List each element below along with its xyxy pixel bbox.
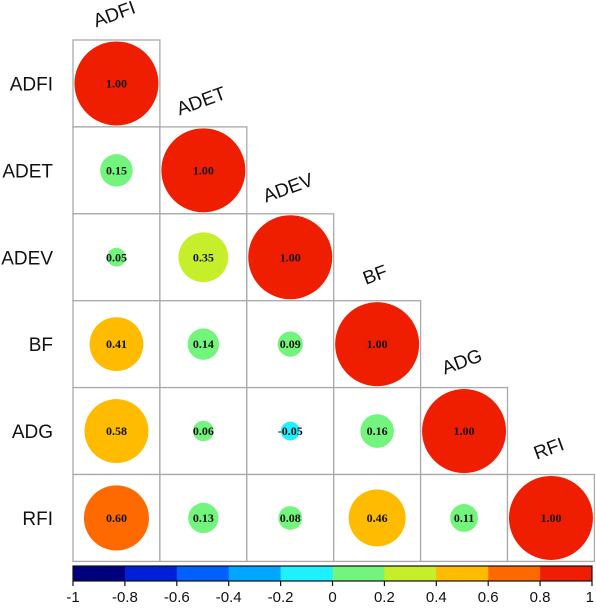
circle-RFI-ADG bbox=[450, 504, 478, 532]
colorbar-tick-label: -0.6 bbox=[164, 589, 190, 606]
colorbar-segment bbox=[228, 566, 282, 581]
row-label-ADFI: ADFI bbox=[10, 74, 53, 95]
column-label-RFI: RFI bbox=[531, 434, 567, 464]
colorbar-segment bbox=[540, 566, 593, 581]
column-label-ADG: ADG bbox=[439, 346, 485, 380]
correlation-cells bbox=[72, 39, 596, 563]
value-label-ADFI-ADFI: 1.00 bbox=[106, 76, 127, 90]
circle-ADG-ADET bbox=[193, 420, 214, 442]
circle-BF-BF bbox=[335, 302, 420, 387]
circle-BF-ADEV bbox=[277, 331, 303, 357]
value-label-ADG-ADEV: -0.05 bbox=[278, 424, 303, 438]
row-label-ADEV: ADEV bbox=[1, 248, 53, 269]
circle-ADG-ADG bbox=[422, 389, 507, 474]
row-label-RFI: RFI bbox=[22, 509, 53, 530]
colorbar-segment bbox=[176, 566, 230, 581]
value-label-ADEV-ADEV: 1.00 bbox=[280, 250, 301, 264]
column-label-BF: BF bbox=[360, 262, 390, 290]
value-label-RFI-ADEV: 0.08 bbox=[280, 511, 301, 525]
colorbar-tick-label: 0.6 bbox=[478, 589, 499, 606]
value-label-BF-ADET: 0.14 bbox=[193, 337, 214, 351]
value-label-ADG-ADET: 0.06 bbox=[193, 424, 214, 438]
value-label-RFI-BF: 0.46 bbox=[367, 511, 388, 525]
colorbar-segment bbox=[280, 566, 333, 581]
colorbar-tick-label: 0.2 bbox=[374, 589, 395, 606]
circle-RFI-RFI bbox=[508, 475, 593, 560]
colorbar-segment bbox=[488, 566, 541, 581]
value-label-BF-ADEV: 0.09 bbox=[280, 337, 301, 351]
value-label-RFI-ADFI: 0.60 bbox=[106, 511, 127, 525]
colorbar-segment bbox=[73, 566, 126, 581]
value-label-BF-ADFI: 0.41 bbox=[106, 337, 127, 351]
column-label-ADFI: ADFI bbox=[91, 0, 139, 32]
circle-RFI-BF bbox=[348, 489, 406, 547]
circle-ADEV-ADFI bbox=[107, 247, 126, 267]
circle-RFI-ADEV bbox=[278, 506, 303, 530]
colorbar-tick-label: -0.2 bbox=[268, 589, 294, 606]
correlation-circles: 1.00 0.15 1.00 0.05 0.35 1.00 0.41 0.14 0.09 1.00… bbox=[74, 41, 593, 560]
column-label-ADEV: ADEV bbox=[260, 170, 316, 208]
circle-RFI-ADFI bbox=[83, 485, 149, 551]
colorbar-tick-label: 0 bbox=[328, 589, 336, 606]
circle-ADEV-ADET bbox=[178, 232, 229, 283]
circle-BF-ADFI bbox=[89, 317, 144, 372]
circle-ADEV-ADEV bbox=[248, 215, 333, 300]
row-label-ADG: ADG bbox=[12, 422, 53, 443]
colorbar-tick-label: 1 bbox=[586, 589, 594, 606]
circle-ADG-ADFI bbox=[84, 399, 149, 464]
value-label-ADET-ADFI: 0.15 bbox=[106, 163, 127, 177]
row-label-ADET: ADET bbox=[2, 161, 53, 182]
value-label-ADEV-ADFI: 0.05 bbox=[106, 250, 127, 264]
colorbar-tick-label: -0.4 bbox=[216, 589, 242, 606]
circle-ADET-ADFI bbox=[100, 154, 133, 187]
cell-ADG-BF bbox=[333, 386, 422, 476]
colorbar-segment bbox=[436, 566, 489, 581]
colorbar: -1 -0.8 -0.6 -0.4 -0.2 0 0.2 0.4 0.6 0.8 1 bbox=[66, 565, 594, 606]
value-label-RFI-ADET: 0.13 bbox=[193, 511, 214, 525]
value-label-ADET-ADET: 1.00 bbox=[193, 163, 214, 177]
circle-BF-ADET bbox=[187, 328, 220, 360]
row-labels: ADFI ADET ADEV BF ADG RFI bbox=[1, 74, 53, 530]
value-label-ADG-BF: 0.16 bbox=[367, 424, 388, 438]
circle-ADG-ADEV bbox=[280, 421, 300, 441]
colorbar-tick-label: -0.8 bbox=[112, 589, 138, 606]
circle-ADET-ADET bbox=[161, 128, 246, 213]
value-label-BF-BF: 1.00 bbox=[367, 337, 388, 351]
colorbar-segment bbox=[384, 566, 437, 581]
value-label-ADEV-ADET: 0.35 bbox=[193, 250, 214, 264]
column-label-ADET: ADET bbox=[174, 83, 229, 120]
column-labels: ADFI ADET ADEV BF ADG RFI bbox=[91, 0, 567, 464]
value-label-ADG-ADFI: 0.58 bbox=[106, 424, 127, 438]
colorbar-segment bbox=[332, 566, 385, 581]
colorbar-tick-label: 0.8 bbox=[530, 589, 551, 606]
value-label-RFI-ADG: 0.11 bbox=[454, 511, 474, 525]
circle-ADG-BF bbox=[360, 414, 394, 448]
value-label-ADG-ADG: 1.00 bbox=[454, 424, 475, 438]
cell-BF-ADET bbox=[159, 300, 248, 389]
colorbar-segment bbox=[124, 566, 178, 581]
row-label-BF: BF bbox=[29, 335, 53, 356]
colorbar-tick-label: 0.4 bbox=[426, 589, 447, 606]
value-label-RFI-RFI: 1.00 bbox=[540, 511, 561, 525]
colorbar-tick-label: -1 bbox=[66, 589, 79, 606]
circle-ADFI-ADFI bbox=[74, 41, 159, 126]
circle-RFI-ADET bbox=[188, 502, 219, 534]
